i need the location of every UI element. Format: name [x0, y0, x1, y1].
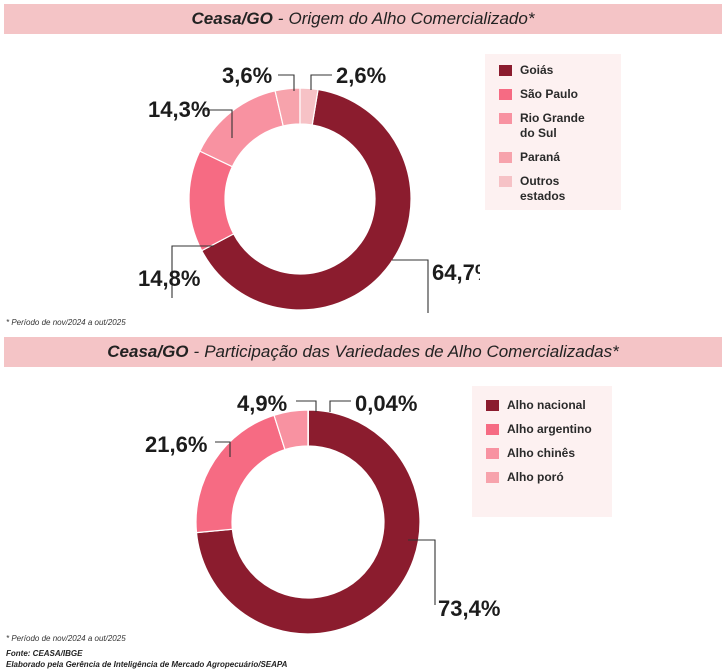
chart1-slice-0 [200, 88, 412, 311]
chart1-leader-3 [278, 74, 295, 91]
chart2-leader-3 [329, 400, 351, 412]
chart2-title-band: Ceasa/GO - Participação das Variedades d… [4, 337, 722, 367]
chart2-legend: Alho nacional Alho argentino Alho chinês Al… [472, 386, 612, 517]
chart2-legend-label-2: Alho chinês [507, 446, 576, 460]
chart2-legend-item-3: Alho poró [486, 470, 598, 485]
chart2-legend-label-1: Alho argentino [507, 422, 592, 436]
chart2-data-label-3: 0,04% [355, 391, 417, 416]
chart2-legend-swatch-0 [486, 400, 499, 411]
chart1-data-label-2: 14,3% [148, 97, 210, 122]
chart1-data-label-4: 2,6% [336, 63, 386, 88]
chart2-legend-item-0: Alho nacional [486, 398, 598, 413]
chart1-legend-swatch-3 [499, 152, 512, 163]
chart1-subtitle: Origem do Alho Comercializado* [288, 9, 535, 28]
chart2-legend-item-1: Alho argentino [486, 422, 598, 437]
chart1-legend-item-1: São Paulo [499, 87, 607, 102]
chart2-legend-label-3: Alho poró [507, 470, 564, 484]
chart1-legend-swatch-1 [499, 89, 512, 100]
chart2-data-label-1: 21,6% [145, 432, 207, 457]
chart1-legend-swatch-2 [499, 113, 512, 124]
footer-credit: Elaborado pela Gerência de Inteligência … [6, 660, 288, 669]
chart2-leader-2 [296, 400, 317, 412]
chart2-leader-0 [408, 539, 436, 605]
chart1-footnote: * Período de nov/2024 a out/2025 [6, 318, 126, 327]
chart2-title-separator: - [193, 342, 200, 361]
chart1-legend-label-2: Rio Grande do Sul [520, 111, 585, 140]
chart1-title-band: Ceasa/GO - Origem do Alho Comercializado… [4, 4, 722, 34]
chart1-legend-item-3: Paraná [499, 150, 607, 165]
chart1-slice-2 [199, 90, 284, 168]
chart1-slice-4 [299, 87, 319, 126]
chart1-data-label-3: 3,6% [222, 63, 272, 88]
footer: Fonte: CEASA/IBGE Elaborado pela Gerênci… [6, 648, 287, 670]
chart2-donut: 73,4% 21,6% 4,9% 0,04% [145, 391, 500, 634]
chart2-leader-1 [215, 441, 231, 457]
chart1-legend-swatch-0 [499, 65, 512, 76]
chart1-leader-1 [171, 245, 214, 298]
chart1-legend-swatch-4 [499, 176, 512, 187]
chart1-legend-label-4: Outros estados [520, 174, 566, 203]
footer-source: Fonte: CEASA/IBGE [6, 649, 83, 658]
chart1-data-label-0: 64,7% [432, 260, 480, 285]
chart2-legend-swatch-2 [486, 448, 499, 459]
chart1-legend-item-2: Rio Grande do Sul [499, 111, 607, 141]
chart1-leader-0 [392, 259, 429, 313]
chart1-legend-item-4: Outros estados [499, 174, 607, 204]
chart2-legend-swatch-3 [486, 472, 499, 483]
chart1-leader-2 [205, 109, 233, 138]
chart1-legend-item-0: Goiás [499, 63, 607, 78]
chart2-data-label-2: 4,9% [237, 391, 287, 416]
chart2-data-label-0: 73,4% [438, 596, 500, 621]
chart2-footnote: * Período de nov/2024 a out/2025 [6, 634, 126, 643]
chart2-legend-swatch-1 [486, 424, 499, 435]
chart2-title: Ceasa/GO [107, 342, 189, 361]
chart1-title-separator: - [277, 9, 284, 28]
chart1-legend: Goiás São Paulo Rio Grande do Sul Paraná Out… [485, 54, 621, 210]
chart1-legend-label-3: Paraná [520, 150, 561, 164]
chart1-donut: 64,7% 14,8% 14,3% 3,6% 2,6% [138, 63, 480, 313]
chart2-legend-label-0: Alho nacional [507, 398, 586, 412]
chart2-slice-0 [195, 409, 421, 634]
chart1-title: Ceasa/GO [191, 9, 273, 28]
chart2-legend-item-2: Alho chinês [486, 446, 598, 461]
chart1-slice-1 [188, 150, 235, 252]
chart1-legend-label-1: São Paulo [520, 87, 579, 101]
chart1-data-label-1: 14,8% [138, 266, 200, 291]
chart2-slice-1 [195, 414, 286, 534]
chart1-leader-4 [310, 74, 332, 90]
chart1-legend-label-0: Goiás [520, 63, 554, 77]
chart2-subtitle: Participação das Variedades de Alho Come… [204, 342, 619, 361]
